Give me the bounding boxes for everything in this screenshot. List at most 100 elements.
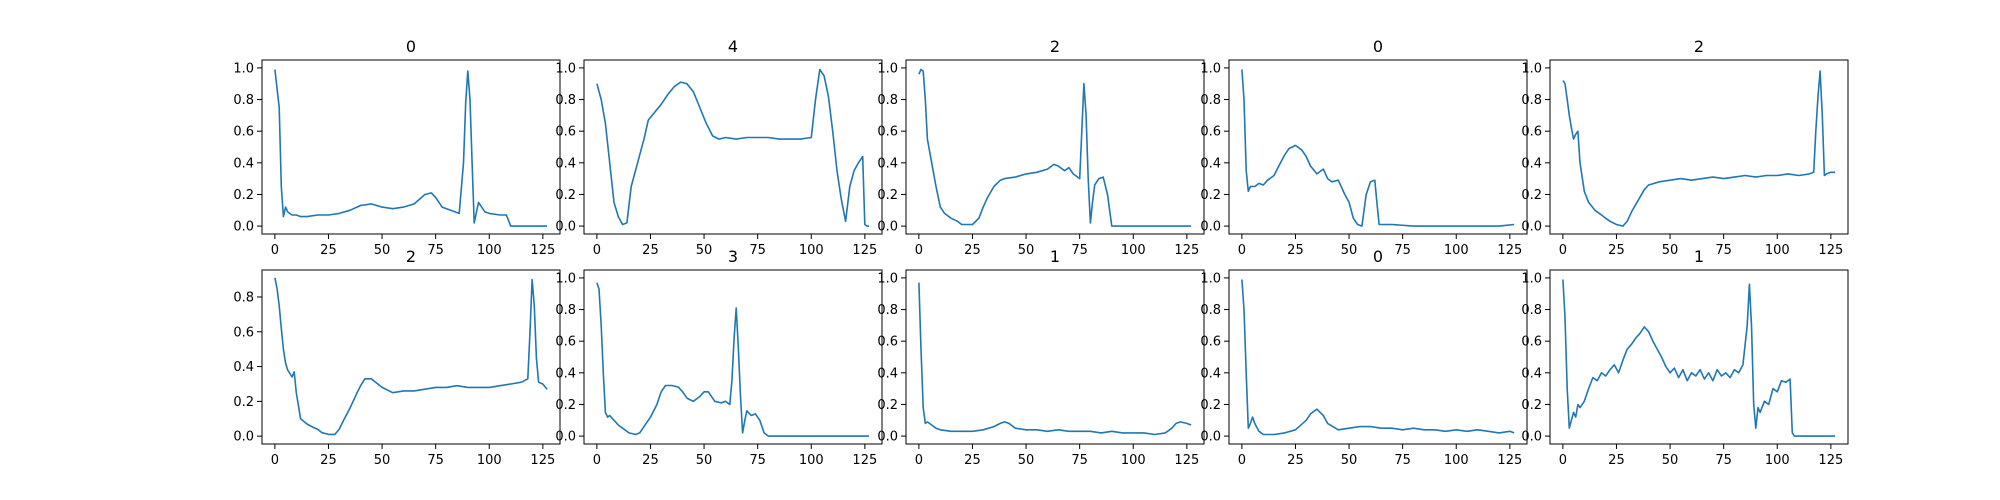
x-tick-label: 75 [1071,453,1088,468]
y-tick-label: 0.0 [555,430,576,445]
y-tick-label: 0.0 [1200,220,1221,235]
subplot-1: 0 25 50 75 100 125 0.0 0.2 0.4 0.6 0.8 1.0 0 [233,37,561,258]
x-tick-label: 50 [1662,243,1679,258]
y-tick-label: 1.0 [233,61,254,76]
x-tick-label: 0 [1238,453,1246,468]
y-tick-label: 0.6 [877,335,898,350]
plot-frame [905,269,1205,445]
y-tick-label: 0.2 [877,398,898,413]
x-tick-label: 125 [1497,243,1522,258]
x-tick-label: 0 [915,453,923,468]
y-tick-label: 0.6 [1521,335,1542,350]
y-tick-label: 0.0 [1521,220,1542,235]
plot-frame [583,59,883,235]
x-tick-label: 0 [271,453,279,468]
subplot-8: 0 25 50 75 100 125 0.0 0.2 0.4 0.6 0.8 1.0 1 [877,247,1205,468]
y-tick-label: 0.4 [1521,366,1542,381]
x-tick-label: 75 [1071,243,1088,258]
x-tick-label: 25 [320,243,337,258]
y-tick-label: 0.2 [233,188,254,203]
x-tick-label: 125 [1818,243,1843,258]
subplot-title: 3 [728,247,738,266]
x-tick-label: 0 [1238,243,1246,258]
y-tick-label: 1.0 [555,271,576,286]
y-tick-label: 0.8 [1200,93,1221,108]
x-tick-label: 125 [852,243,877,258]
x-tick-label: 50 [696,453,713,468]
y-tick-label: 0.6 [233,325,254,340]
x-tick-label: 75 [1394,453,1411,468]
subplot-title: 1 [1050,247,1060,266]
y-tick-label: 0.6 [1521,125,1542,140]
y-tick-label: 0.2 [555,398,576,413]
subplot-title: 0 [406,37,416,56]
plot-frame [261,269,561,445]
plot-frame [1549,269,1849,445]
series-line [1241,69,1515,227]
y-tick-label: 0.8 [877,93,898,108]
subplot-title: 1 [1694,247,1704,266]
x-tick-label: 100 [1121,453,1146,468]
x-tick-label: 25 [642,243,659,258]
y-tick-label: 0.4 [555,156,576,171]
subplot-4: 0 25 50 75 100 125 0.0 0.2 0.4 0.6 0.8 1.0 0 [1200,37,1528,258]
y-tick-label: 0.4 [233,156,254,171]
x-tick-label: 100 [799,453,824,468]
y-tick-label: 0.0 [555,220,576,235]
y-tick-label: 0.8 [233,93,254,108]
series-line [918,68,1192,227]
y-tick-label: 0.8 [877,303,898,318]
x-tick-label: 125 [1497,453,1522,468]
x-tick-label: 100 [1444,453,1469,468]
series-line [1562,279,1836,437]
x-tick-label: 50 [374,453,391,468]
y-tick-label: 1.0 [555,61,576,76]
series-line [1241,279,1515,436]
plot-frame [1228,269,1528,445]
x-tick-label: 50 [1018,243,1035,258]
x-tick-label: 125 [1174,453,1199,468]
x-tick-label: 0 [593,243,601,258]
x-tick-label: 125 [1818,453,1843,468]
y-tick-label: 0.6 [1200,335,1221,350]
series-line [1562,70,1836,227]
x-tick-label: 25 [1608,453,1625,468]
subplot-3: 0 25 50 75 100 125 0.0 0.2 0.4 0.6 0.8 1.0 2 [877,37,1205,258]
series-line [918,282,1192,436]
y-tick-label: 0.0 [233,430,254,445]
y-tick-label: 0.6 [1200,125,1221,140]
subplot-title: 2 [1694,37,1704,56]
x-tick-label: 100 [1444,243,1469,258]
y-tick-label: 1.0 [877,61,898,76]
y-tick-label: 0.6 [555,335,576,350]
y-tick-label: 0.4 [1200,156,1221,171]
x-tick-label: 125 [530,243,555,258]
y-tick-label: 0.8 [233,290,254,305]
x-tick-label: 50 [1662,453,1679,468]
x-tick-label: 75 [427,243,444,258]
x-tick-label: 25 [964,453,981,468]
x-tick-label: 0 [1559,453,1567,468]
x-tick-label: 50 [1341,453,1358,468]
subplot-5: 0 25 50 75 100 125 0.0 0.2 0.4 0.6 0.8 1.0 2 [1521,37,1849,258]
y-tick-label: 1.0 [1200,61,1221,76]
subplot-7: 0 25 50 75 100 125 0.0 0.2 0.4 0.6 0.8 1.0 3 [555,247,883,468]
plot-frame [905,59,1205,235]
plot-frame [583,269,883,445]
x-tick-label: 100 [1765,243,1790,258]
x-tick-label: 100 [1765,453,1790,468]
plot-frame [261,59,561,235]
y-tick-label: 0.8 [555,93,576,108]
subplot-title: 0 [1373,247,1383,266]
x-tick-label: 0 [271,243,279,258]
series-line [274,277,548,436]
subplot-title: 2 [1050,37,1060,56]
y-tick-label: 0.4 [1200,366,1221,381]
x-tick-label: 75 [1394,243,1411,258]
subplot-10: 0 25 50 75 100 125 0.0 0.2 0.4 0.6 0.8 1.0 1 [1521,247,1849,468]
x-tick-label: 25 [1287,243,1304,258]
plot-frame [1228,59,1528,235]
y-tick-label: 0.2 [877,188,898,203]
y-tick-label: 0.6 [555,125,576,140]
y-tick-label: 0.0 [233,220,254,235]
